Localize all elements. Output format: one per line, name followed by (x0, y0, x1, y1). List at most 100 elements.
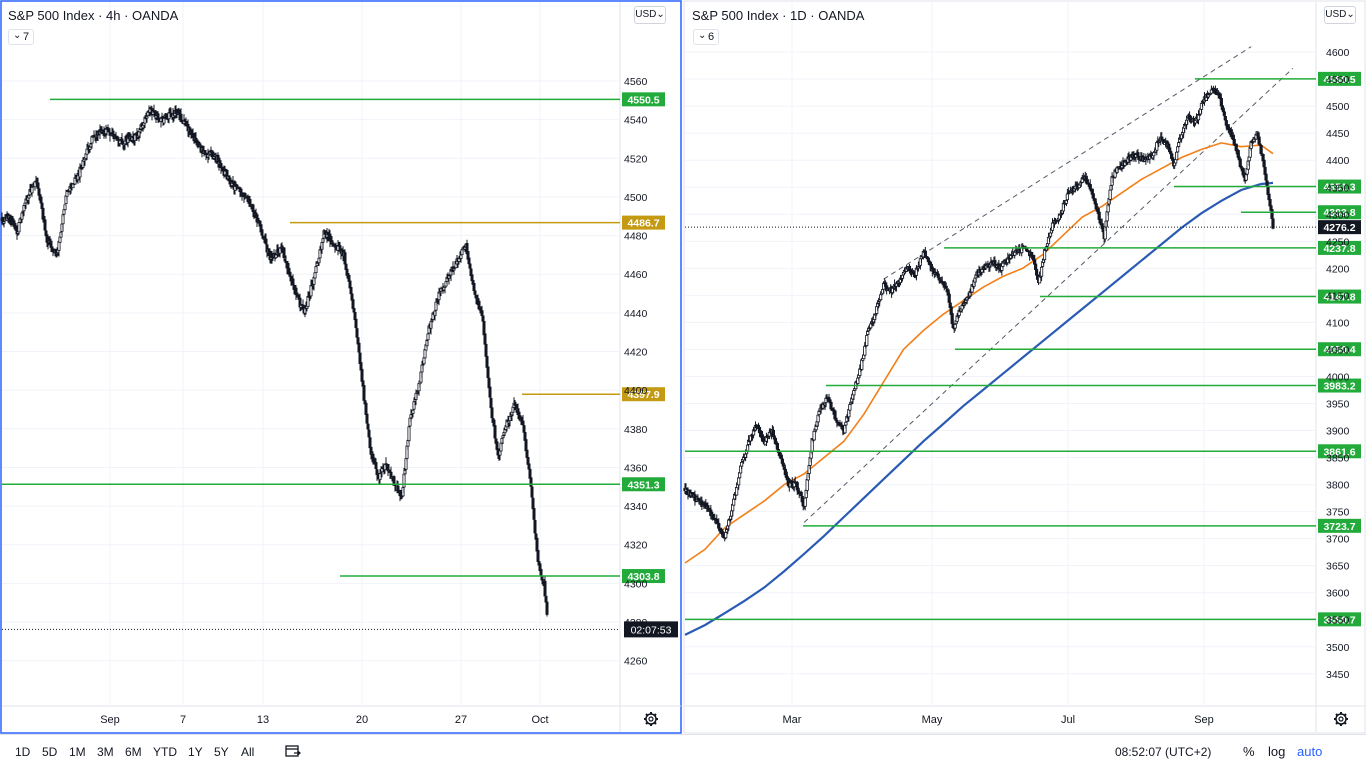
candle-body (936, 273, 940, 277)
right-interval-count: 6 (708, 31, 715, 43)
level-price-badge (1318, 444, 1361, 459)
candle-body (874, 313, 878, 316)
candle-body (349, 287, 353, 294)
level-price-label: 3723.7 (1323, 521, 1355, 533)
chevron-down-icon: ⌄ (13, 30, 22, 41)
candle-body (1065, 193, 1069, 201)
percent-scale-toggle[interactable]: % (1243, 744, 1255, 759)
bottom-toolbar: 1D 5D 1M 3M 6M YTD 1Y 5Y All 08:52:07 (U… (0, 734, 1366, 768)
right-time-axis[interactable]: Mar May Jul Sep (783, 714, 1214, 726)
candle-body (1234, 143, 1238, 151)
candle-body (803, 497, 807, 507)
time-tick-label: Sep (1194, 714, 1214, 726)
candle-body (852, 390, 856, 396)
right-trendlines[interactable] (803, 46, 1294, 523)
candle-body (953, 324, 957, 329)
candle-body (779, 454, 783, 460)
last-price-label: 4276.2 (1323, 222, 1355, 234)
range-all-button[interactable]: All (241, 745, 255, 759)
candle-body (1264, 173, 1268, 181)
time-tick-label: 27 (455, 714, 467, 726)
candle-body (1171, 157, 1175, 161)
candle-body (735, 486, 739, 496)
time-tick-label: 13 (257, 714, 269, 726)
range-3m-button[interactable]: 3M (97, 745, 114, 759)
candle-body (799, 491, 803, 496)
range-ytd-button[interactable]: YTD (153, 745, 177, 759)
candle-body (328, 233, 332, 242)
candle-body (1187, 114, 1192, 119)
candle-body (365, 413, 369, 424)
log-scale-toggle[interactable]: log (1268, 744, 1286, 759)
candle-body (145, 115, 149, 119)
candle-body (43, 219, 47, 231)
candle-body (274, 254, 278, 259)
price-tick-label: 4550 (1326, 74, 1350, 86)
right-interval-toggle[interactable]: ⌄ 6 (693, 29, 719, 45)
range-5d-button[interactable]: 5D (42, 745, 58, 759)
candle-body (531, 497, 535, 510)
goto-date-icon[interactable] (285, 744, 301, 758)
price-tick-label: 4540 (624, 115, 648, 127)
candle-body (1177, 142, 1181, 147)
time-tick-label: Oct (531, 714, 548, 726)
candle-body (478, 306, 482, 311)
candle-body (795, 482, 799, 491)
right-currency-select[interactable]: USD⌄ (1324, 6, 1356, 24)
price-tick-label: 4360 (624, 462, 648, 474)
candle-body (835, 420, 839, 423)
right-levels: 4550.5 4351.3 4303.8 4237.8 4147.8 4050.4 3983… (685, 71, 1361, 627)
candle-body (493, 425, 497, 439)
candle-body (314, 266, 318, 274)
candle-body (488, 386, 492, 398)
candle-body (282, 247, 286, 259)
time-tick-label: Jul (1061, 714, 1075, 726)
price-tick-label: 4400 (624, 385, 648, 397)
candle-body (1042, 249, 1047, 261)
candle-body (427, 325, 431, 334)
price-tick-label: 4280 (624, 617, 648, 629)
left-price-axis[interactable]: 4260 4280 4300 4320 4340 4360 4380 4400 4420 4440… (624, 76, 648, 668)
candle-body (1077, 184, 1081, 189)
candle-body (690, 491, 694, 495)
candle-body (476, 298, 480, 306)
right-settings-gear-icon[interactable] (1334, 712, 1348, 726)
left-currency-select[interactable]: USD⌄ (634, 6, 666, 24)
candle-body (737, 477, 741, 486)
candle-body (947, 293, 951, 303)
candle-body (51, 248, 55, 251)
left-time-axis[interactable]: Sep 7 13 20 27 Oct (100, 714, 548, 726)
left-settings-gear-icon[interactable] (644, 712, 658, 726)
level-price-label: 4351.3 (627, 479, 659, 491)
range-1y-button[interactable]: 1Y (188, 745, 203, 759)
range-5y-button[interactable]: 5Y (214, 745, 229, 759)
lower-trend-line[interactable] (803, 67, 1294, 523)
range-1d-button[interactable]: 1D (15, 745, 31, 759)
candle-body (848, 404, 852, 411)
candle-body (422, 357, 426, 365)
countdown-badge (624, 621, 678, 638)
level-price-badge (622, 387, 665, 402)
candle-body (1001, 262, 1005, 267)
candle-body (696, 497, 700, 501)
left-interval-toggle[interactable]: ⌄ 7 (8, 29, 34, 45)
candle-body (1271, 218, 1275, 229)
price-tick-label: 4250 (1326, 236, 1350, 248)
clock-display[interactable]: 08:52:07 (UTC+2) (1115, 745, 1212, 759)
auto-scale-toggle[interactable]: auto (1297, 744, 1323, 759)
candle-body (486, 366, 490, 379)
price-tick-label: 3800 (1326, 480, 1350, 492)
time-tick-label: Mar (783, 714, 802, 726)
price-tick-label: 4320 (624, 540, 648, 552)
price-tick-label: 4000 (1326, 371, 1350, 383)
range-1m-button[interactable]: 1M (69, 745, 86, 759)
right-price-axis[interactable]: 3450 3500 3550 3600 3650 3700 3750 3800 3850 3900… (1326, 47, 1350, 681)
upper-trend-line[interactable] (883, 46, 1252, 280)
candle-body (489, 397, 493, 409)
level-price-label: 4550.5 (627, 94, 659, 106)
range-6m-button[interactable]: 6M (125, 745, 142, 759)
candle-body (30, 186, 34, 194)
price-tick-label: 3550 (1326, 615, 1350, 627)
left-candles (0, 104, 549, 617)
candle-body (288, 271, 292, 277)
